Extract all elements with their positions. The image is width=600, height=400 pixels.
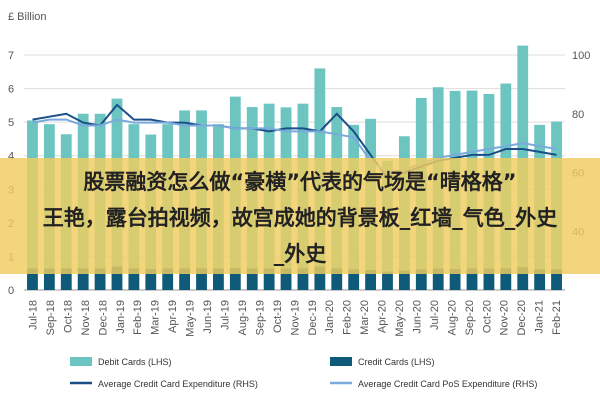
x-tick-label: Nov-19 [289,300,301,335]
legend-label-avg-pos: Average Credit Card PoS Expenditure (RHS… [358,379,537,389]
bar-credit [551,269,562,290]
x-tick-label: Oct-20 [481,300,493,333]
right-tick-label: 100 [572,50,590,62]
bar-credit [365,269,376,290]
x-tick-label: May-19 [185,300,197,337]
bar-credit [43,268,55,290]
x-tick-label: Jan-20 [324,300,336,334]
x-tick-label: Sep-18 [45,300,57,335]
bar-credit [314,266,326,290]
legend-label-avg-credit: Average Credit Card Expenditure (RHS) [98,379,258,389]
bar-credit [449,268,461,290]
line-avg-credit-expenditure [32,103,557,180]
headline-line-3: _外史 [273,242,327,266]
bar-credit [398,270,410,290]
bar-debit [517,45,529,268]
series-lines [32,103,557,180]
bar-credit [483,268,495,290]
x-tick-label: Jun-20 [412,300,424,334]
bar-credit [263,268,275,290]
left-tick-label: 7 [8,50,14,62]
bar-credit [466,268,478,290]
left-tick-label: 4 [8,151,14,163]
x-tick-label: Oct-19 [272,300,284,333]
bar-credit [229,267,241,290]
bar-credit [27,268,38,290]
x-tick-label: Dec-18 [97,300,109,335]
bar-credit [382,271,393,290]
x-tick-label: Mar-19 [150,300,162,335]
x-tick-label: Sep-20 [464,300,476,335]
bar-credit [60,268,72,290]
x-tick-label: Apr-19 [167,300,179,333]
legend-label-debit: Debit Cards (LHS) [98,357,172,367]
x-tick-label: Dec-20 [516,300,528,335]
bar-credit [500,268,512,290]
x-tick-label: Oct-18 [62,300,74,333]
x-tick-label: Feb-20 [342,300,354,335]
headline-line-1: 股票融资怎么做“豪横”代表的气场是“晴格格” [83,170,517,194]
bar-credit [297,268,309,290]
left-tick-label: 6 [8,84,14,96]
bar-credit [128,268,140,290]
bar-credit [246,268,258,290]
bar-credit [517,267,529,290]
x-tick-label: Jul-19 [220,300,232,330]
bar-credit [415,269,427,290]
bar-credit [179,268,191,290]
x-tick-label: Jul-18 [28,300,40,330]
x-tick-label: Nov-20 [499,300,511,335]
bar-credit [111,266,123,290]
legend-swatch-debit [70,357,92,366]
x-tick-label: Aug-20 [446,300,458,335]
x-tick-label: Aug-19 [237,300,249,335]
line-avg-credit-pos-expenditure [32,118,557,174]
bar-credit [280,268,292,290]
x-axis-ticks: Jul-18 Sep-18 Oct-18 Nov-18 Dec-18 Jan-19 Feb-… [28,300,564,337]
x-tick-label: Apr-20 [377,300,389,333]
x-tick-label: May-20 [394,300,406,337]
left-axis-unit: £ Billion [8,11,47,23]
bar-credit [432,268,444,290]
x-tick-label: Nov-18 [80,300,92,335]
headline-banner: 股票融资怎么做“豪横”代表的气场是“晴格格” 王艳，露台拍视频，故宫成她的背景板… [0,158,600,274]
x-tick-label: Jan-19 [115,300,127,334]
legend: Debit Cards (LHS) Credit Cards (LHS) Ave… [70,357,537,389]
bar-credit [94,268,106,290]
right-tick-label: 80 [572,109,584,121]
legend-label-credit: Credit Cards (LHS) [358,357,435,367]
bar-credit [213,268,224,290]
x-tick-label: Mar-20 [359,300,371,335]
bar-credit [77,268,89,290]
bar-credit [331,268,343,290]
bar-credit [196,268,207,290]
bar-credit [348,269,360,290]
x-tick-label: Dec-19 [307,300,319,335]
x-tick-label: Feb-19 [132,300,144,335]
x-tick-label: Jan-21 [534,300,546,334]
headline-line-2: 王艳，露台拍视频，故宫成她的背景板_红墙_气色_外史 [42,206,558,230]
bar-credit [162,268,174,290]
x-tick-label: Jun-19 [202,300,214,334]
x-tick-label: Sep-19 [254,300,266,335]
left-tick-label: 0 [8,285,14,297]
x-tick-label: Jul-20 [429,300,441,330]
bar-credit [534,269,546,290]
bar-credit [145,268,157,290]
legend-swatch-credit [330,357,352,366]
x-tick-label: Feb-21 [551,300,563,335]
left-tick-label: 5 [8,117,14,129]
